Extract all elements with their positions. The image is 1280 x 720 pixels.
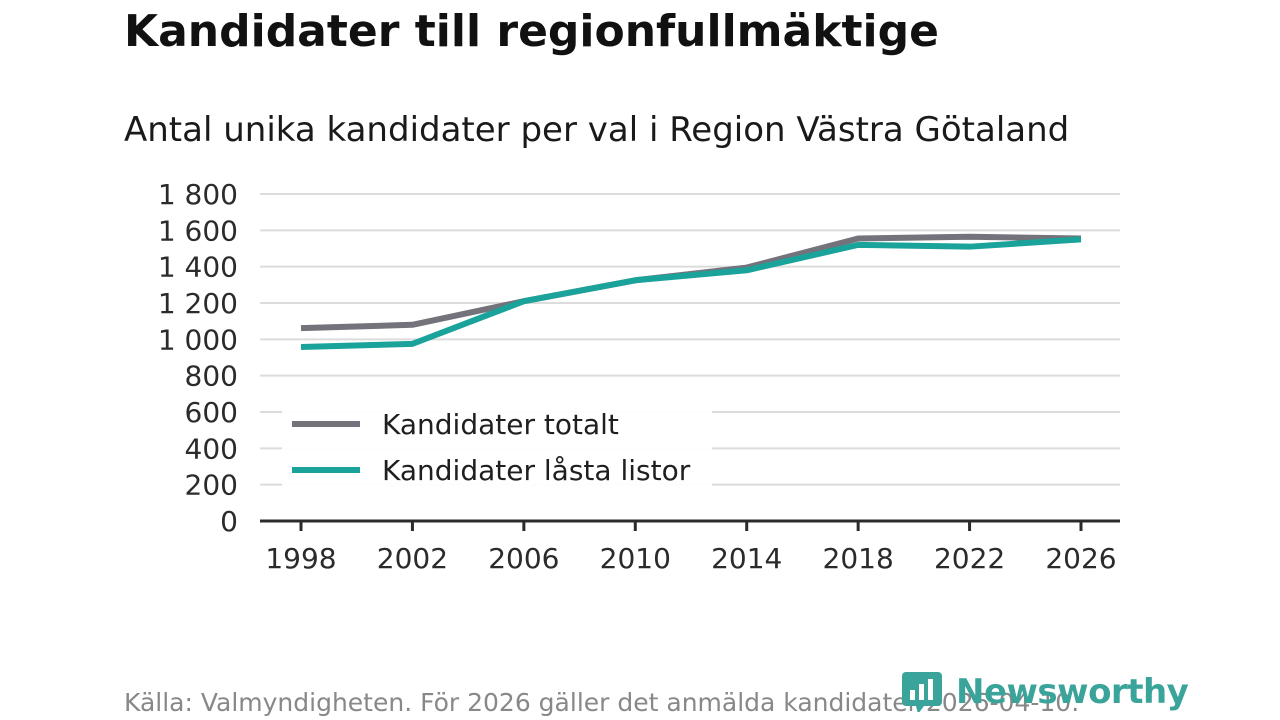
y-tick-label: 1 000	[158, 323, 238, 356]
legend-label-0: Kandidater totalt	[382, 408, 619, 441]
y-tick-label: 400	[185, 432, 238, 465]
y-tick-label: 200	[185, 469, 238, 502]
legend-label-1: Kandidater låsta listor	[382, 454, 691, 487]
chart-subtitle: Antal unika kandidater per val i Region …	[124, 110, 1070, 150]
x-tick-label: 2010	[600, 542, 671, 575]
series-lines	[300, 233, 1082, 350]
x-tick-label: 2002	[377, 542, 448, 575]
x-tick-label: 2014	[711, 542, 782, 575]
x-tick-label: 1998	[265, 542, 336, 575]
y-tick-label: 1 200	[158, 287, 238, 320]
y-tick-label: 1 800	[158, 178, 238, 211]
logo-text: Newsworthy	[956, 672, 1189, 712]
series-line-1	[300, 236, 1082, 350]
x-tick-label: 2018	[823, 542, 894, 575]
y-tick-label: 1 400	[158, 251, 238, 284]
legend: Kandidater totalt Kandidater låsta listor	[282, 404, 712, 487]
y-tick-label: 0	[220, 505, 238, 538]
chart-title: Kandidater till regionfullmäktige	[124, 6, 939, 57]
y-tick-label: 800	[185, 360, 238, 393]
newsworthy-logo: Newsworthy	[902, 670, 1189, 714]
y-tick-label: 600	[185, 396, 238, 429]
bar-chart-icon	[902, 672, 942, 712]
y-tick-label: 1 600	[158, 214, 238, 247]
x-tick-label: 2006	[488, 542, 559, 575]
x-tick-label: 2022	[934, 542, 1005, 575]
series-line-0	[300, 233, 1082, 332]
x-tick-label: 2026	[1045, 542, 1116, 575]
x-axis: 1998 2002 2006 2010 2014 2018 2022 2026	[260, 519, 1120, 575]
